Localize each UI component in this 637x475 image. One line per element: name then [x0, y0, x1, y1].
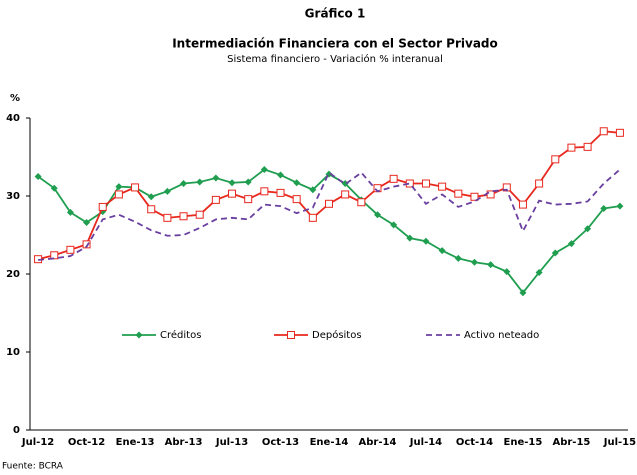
point — [309, 186, 317, 194]
point — [373, 211, 381, 219]
point — [389, 174, 398, 183]
point — [211, 195, 220, 204]
point — [406, 234, 414, 242]
point — [454, 254, 462, 262]
point — [422, 237, 430, 245]
point — [115, 183, 123, 191]
x-tick-label: Jul-15 — [603, 437, 636, 448]
y-axis-label: % — [10, 93, 20, 104]
point — [551, 155, 560, 164]
point — [228, 189, 237, 198]
point — [66, 208, 74, 216]
x-tick-label: Abr-15 — [552, 437, 590, 448]
point — [163, 213, 172, 222]
y-tick-label: 40 — [6, 113, 20, 124]
point — [470, 258, 478, 266]
point — [147, 193, 155, 201]
series-line — [37, 168, 621, 295]
series-line — [37, 168, 621, 261]
point — [567, 240, 575, 248]
x-tick-label: Jul-14 — [409, 437, 442, 448]
point — [135, 331, 143, 339]
point — [260, 165, 268, 173]
point — [599, 127, 608, 136]
point — [228, 179, 236, 187]
point — [390, 221, 398, 229]
x-tick-label: Oct-14 — [456, 437, 493, 448]
point — [83, 219, 91, 227]
x-tick-label: Jul-12 — [21, 437, 54, 448]
point — [196, 178, 204, 186]
point — [308, 213, 317, 222]
y-tick-label: 30 — [6, 191, 20, 202]
x-tick-label: Ene-13 — [116, 437, 155, 448]
point — [567, 143, 576, 152]
point — [244, 178, 252, 186]
x-tick-label: Abr-14 — [359, 437, 397, 448]
point — [212, 174, 220, 182]
point — [454, 189, 463, 198]
chart-subtitle2: Sistema financiero - Variación % interan… — [227, 53, 443, 65]
chart-title: Gráfico 1 — [305, 7, 366, 21]
point — [292, 195, 301, 204]
point — [341, 180, 349, 188]
point — [341, 190, 350, 199]
point — [325, 199, 333, 208]
point — [179, 212, 188, 221]
y-tick-label: 20 — [6, 269, 20, 280]
x-tick-label: Ene-15 — [504, 437, 543, 448]
y-tick-label: 0 — [13, 425, 20, 436]
point — [82, 240, 91, 249]
point — [470, 192, 479, 201]
point — [535, 179, 544, 188]
point — [98, 202, 107, 211]
point — [131, 183, 140, 192]
point — [195, 210, 204, 219]
x-tick-label: Jul-13 — [215, 437, 248, 448]
point — [293, 179, 301, 187]
series-line — [37, 130, 621, 261]
point — [438, 247, 446, 255]
chart-subtitle: Intermediación Financiera con el Sector … — [172, 37, 498, 51]
point — [66, 245, 75, 254]
point — [287, 331, 295, 339]
x-tick-label: Oct-12 — [68, 437, 105, 448]
point — [583, 142, 592, 151]
point — [244, 195, 253, 204]
point — [147, 205, 156, 214]
point — [551, 249, 559, 257]
point — [50, 251, 59, 260]
point — [163, 187, 171, 195]
x-tick-label: Ene-14 — [310, 437, 349, 448]
point — [584, 225, 592, 233]
point — [615, 128, 624, 137]
source: Fuente: BCRA — [2, 462, 64, 472]
point — [438, 182, 447, 191]
point — [535, 268, 543, 276]
y-tick-label: 10 — [6, 347, 20, 358]
point — [600, 204, 608, 212]
point — [180, 180, 188, 188]
point — [276, 188, 285, 197]
x-tick-label: Oct-13 — [262, 437, 299, 448]
point — [518, 200, 527, 209]
legend-label: Créditos — [160, 329, 201, 341]
point — [357, 198, 366, 207]
legend-label: Activo neteado — [464, 330, 539, 341]
point — [503, 268, 511, 276]
point — [519, 289, 527, 297]
point — [260, 187, 269, 196]
point — [616, 202, 624, 210]
point — [421, 179, 430, 188]
legend-label: Depósitos — [312, 329, 362, 341]
point — [114, 190, 123, 199]
x-tick-label: Abr-13 — [165, 437, 203, 448]
point — [34, 173, 42, 180]
point — [277, 171, 285, 179]
point — [487, 261, 495, 269]
point — [50, 184, 58, 192]
